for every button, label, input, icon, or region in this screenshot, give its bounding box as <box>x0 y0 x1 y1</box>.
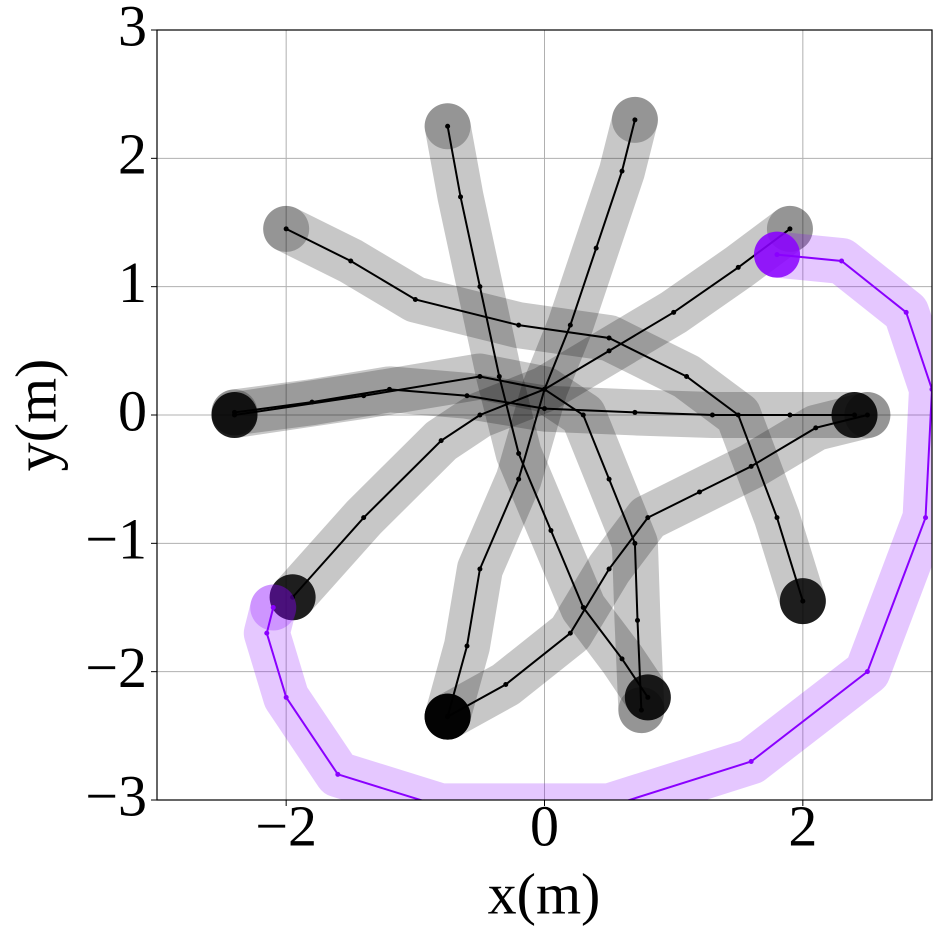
trajectory-point <box>606 476 612 482</box>
trajectory-point <box>548 528 554 533</box>
trajectory-point <box>567 322 573 328</box>
trajectory-point <box>864 412 870 418</box>
trajectory-point <box>929 386 932 392</box>
trajectory-point <box>516 476 522 482</box>
trajectory-point <box>632 117 638 123</box>
trajectory-point <box>516 451 522 456</box>
y-tick-label: −1 <box>85 507 147 572</box>
trajectory-point <box>748 463 754 469</box>
trajectory-point <box>774 252 780 258</box>
trajectory-point <box>632 409 638 415</box>
trajectory-point <box>864 669 870 675</box>
trajectory-point <box>496 374 502 379</box>
trajectory-point <box>923 515 929 521</box>
trajectory-point <box>684 374 690 379</box>
trajectory-point <box>619 656 625 662</box>
trajectory-point <box>709 412 715 418</box>
trajectory-point <box>445 123 451 129</box>
trajectory-point <box>464 643 470 649</box>
trajectory-point <box>903 309 909 315</box>
trajectory-point <box>839 258 845 264</box>
trajectory-point <box>439 804 444 809</box>
trajectory-point <box>290 594 296 600</box>
trajectory-point <box>477 284 483 290</box>
trajectory-point <box>787 412 793 418</box>
x-tick-label: 0 <box>530 793 559 858</box>
trajectory-point <box>477 412 483 418</box>
trajectory-point <box>503 682 509 687</box>
y-tick-label: −2 <box>85 635 147 700</box>
trajectory-point <box>283 694 289 700</box>
trajectory-point <box>567 630 573 636</box>
trajectory-point <box>645 515 651 521</box>
trajectory-point <box>464 393 470 399</box>
trajectory-point <box>607 804 612 809</box>
trajectory-point <box>580 412 586 418</box>
trajectory-point <box>800 598 806 604</box>
trajectory-point <box>787 226 793 232</box>
trajectory-point <box>606 566 612 572</box>
trajectory-point <box>606 348 612 354</box>
x-tick-label: 2 <box>788 793 817 858</box>
x-tick-label: −2 <box>255 793 317 858</box>
trajectory-point <box>632 540 638 546</box>
trajectory-point <box>735 412 741 418</box>
trajectory-point <box>361 393 367 399</box>
trajectory-point <box>671 309 677 315</box>
trajectory-point <box>283 226 289 232</box>
ticks: −2 0 2 −3 −2 −1 0 1 2 3 <box>85 0 817 858</box>
trajectory-point <box>593 245 599 251</box>
trajectory-point <box>542 386 547 392</box>
trajectory-point <box>542 406 547 412</box>
trajectory-point <box>477 566 483 572</box>
trajectory-point <box>361 515 367 521</box>
trajectory-point <box>516 322 522 328</box>
trajectory-point <box>635 617 640 623</box>
y-tick-label: 2 <box>118 122 147 187</box>
trajectory-point <box>445 714 451 720</box>
trajectory-point <box>697 489 702 495</box>
trajectory-point <box>748 759 754 764</box>
trajectory-point <box>735 264 741 270</box>
trajectory-point <box>645 694 651 700</box>
y-tick-label: 3 <box>118 0 147 58</box>
plot-area <box>211 96 932 809</box>
trajectory-point <box>852 412 857 418</box>
trajectory-point <box>477 374 483 379</box>
trajectory-point <box>438 438 444 444</box>
y-axis-label: y(m) <box>3 359 68 472</box>
trajectory-point <box>638 707 644 713</box>
trajectory-point <box>606 335 612 341</box>
trajectory-point <box>619 168 625 174</box>
trajectory-point <box>232 412 237 418</box>
x-axis-label: x(m) <box>488 861 601 926</box>
trajectory-point <box>335 771 341 777</box>
y-tick-label: −3 <box>85 763 147 828</box>
y-tick-label: 1 <box>118 250 147 315</box>
trajectory-point <box>774 515 780 521</box>
trajectory-point <box>458 194 464 200</box>
trajectory-point <box>412 297 418 302</box>
trajectory-point <box>270 605 276 610</box>
trajectory-point <box>264 630 270 636</box>
trajectory-point <box>813 425 819 431</box>
y-tick-label: 0 <box>118 378 147 443</box>
trajectory-point <box>348 258 354 264</box>
